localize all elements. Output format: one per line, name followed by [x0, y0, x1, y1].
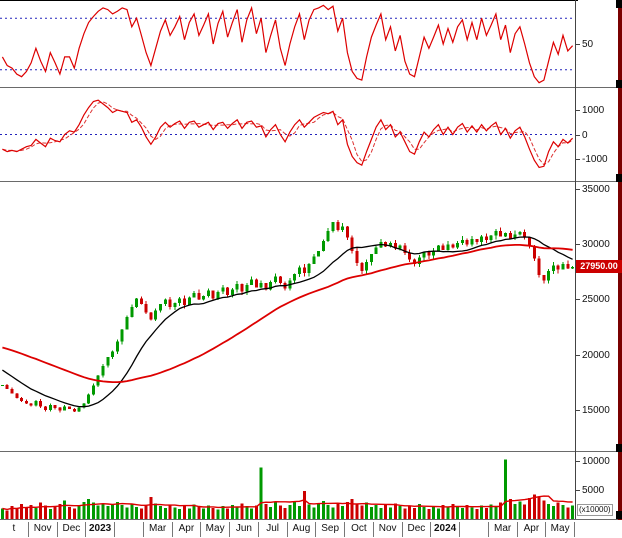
x-axis-row: t Nov Dec 2023 Mar Apr May Jun Jul Aug Sep Oct Nov De… [0, 520, 576, 538]
splitter-grip[interactable] [616, 444, 622, 452]
splitter-grip[interactable] [616, 80, 622, 88]
x-axis-month-label: Apr [518, 522, 547, 537]
y-axis-tick [576, 355, 580, 356]
y-axis-label: 0 [582, 130, 588, 141]
x-axis-month-label: Aug [288, 522, 317, 537]
x-axis-month-label: 2024 [431, 522, 460, 537]
y-axis-tick [576, 110, 580, 111]
last-price-tag: 27950.00 [576, 260, 622, 273]
y-axis-label: -1000 [582, 154, 608, 165]
y-axis-tick [576, 490, 580, 491]
y-axis-tick [576, 410, 580, 411]
volume-multiplier-label: (x10000) [577, 504, 613, 516]
y-axis-tick [576, 135, 580, 136]
x-axis-month-label: Nov [29, 522, 58, 537]
oscillator-panel-chart[interactable] [0, 1, 575, 87]
y-axis-tick [576, 44, 580, 45]
splitter-grip[interactable] [616, 511, 622, 519]
momentum-panel-chart[interactable] [0, 88, 575, 181]
plot-right-border [575, 0, 576, 519]
x-axis-month-label: Mar [144, 522, 173, 537]
x-axis-month-label: May [201, 522, 230, 537]
x-axis-month-label: Oct [345, 522, 374, 537]
x-axis-month-label: May [546, 522, 575, 537]
price-panel-chart[interactable] [0, 182, 575, 451]
chart-panels [0, 1, 575, 519]
y-axis-label: 15000 [582, 405, 610, 416]
y-axis-tick [576, 159, 580, 160]
x-axis-month-label: Jul [259, 522, 288, 537]
panel-separator [0, 87, 618, 88]
x-axis-month-label: Dec [403, 522, 432, 537]
x-axis-month-label: Nov [374, 522, 403, 537]
y-axis-label: 10000 [582, 456, 610, 467]
y-axis-label: 20000 [582, 350, 610, 361]
top-border-line [0, 0, 578, 1]
y-axis-label: 25000 [582, 294, 610, 305]
y-axis-tick [576, 244, 580, 245]
y-axis-tick [576, 189, 580, 190]
x-axis-month-label: 2023 [86, 522, 115, 537]
panel-separator [0, 451, 618, 452]
y-axis-label: 1000 [582, 105, 605, 116]
y-axis-label: 30000 [582, 239, 610, 250]
x-axis-month-label [115, 522, 144, 537]
x-axis-month-label: Jun [230, 522, 259, 537]
y-axis-label: 35000 [582, 184, 610, 195]
x-axis-month-label: Dec [58, 522, 87, 537]
y-axis-tick [576, 299, 580, 300]
y-axis-column: 50 1000 0 -1000 35000 30000 25000 20000 15000 100… [576, 0, 618, 519]
splitter-grip[interactable] [616, 0, 622, 8]
y-axis-label: 50 [582, 39, 594, 50]
panel-separator [0, 181, 618, 182]
panel-separator [0, 519, 618, 520]
y-axis-label: 5000 [582, 485, 605, 496]
volume-panel-chart[interactable] [0, 452, 575, 519]
x-axis-month-label: Sep [316, 522, 345, 537]
x-axis-month-label: t [0, 522, 29, 537]
x-axis-month-label [460, 522, 489, 537]
y-axis-tick [576, 461, 580, 462]
x-axis-month-label: Mar [489, 522, 518, 537]
x-axis-month-label: Apr [173, 522, 202, 537]
splitter-grip[interactable] [616, 174, 622, 182]
